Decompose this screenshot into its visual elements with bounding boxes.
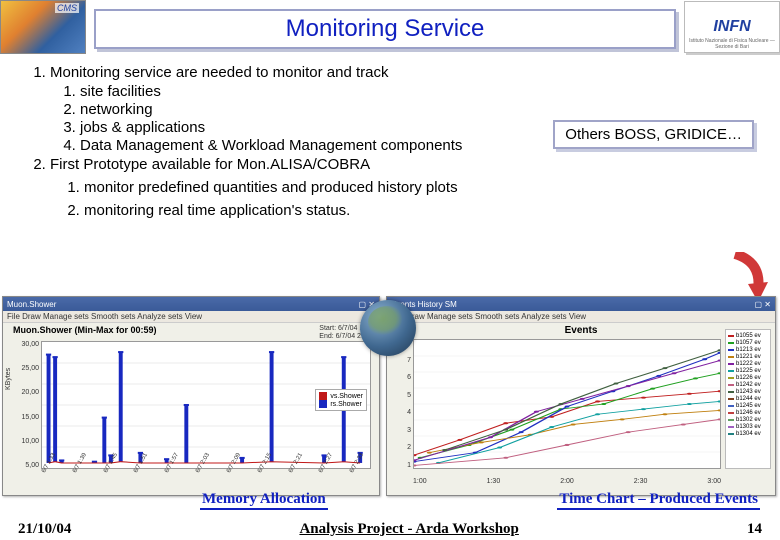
events-chart-window: Events History SM ▢ ✕ File Draw Manage s… <box>386 296 776 496</box>
callout-others: Others BOSS, GRIDICE… <box>553 120 754 149</box>
chart-right-plot <box>413 339 721 469</box>
bullet-1-text: Monitoring service are needed to monitor… <box>50 64 389 81</box>
chart-right-xticks: 1:001:302:002:303:00 <box>413 478 721 485</box>
window-menu[interactable]: File Draw Manage sets Smooth sets Analyz… <box>3 311 379 323</box>
chart-left-title: Muon.Shower (Min-Max for 00:59) <box>13 325 157 340</box>
caption-events: Time Chart – Produced Events <box>557 491 760 510</box>
bullet-1-2: networking <box>80 101 758 118</box>
window-menu[interactable]: File Draw Manage sets Smooth sets Analyz… <box>387 311 775 323</box>
slide-body: Monitoring service are needed to monitor… <box>0 54 780 219</box>
slide-header: Monitoring Service INFN Istituto Naziona… <box>0 0 780 54</box>
chart-left-xticks: 6/7 1:336/7 1:396/7 1:456/7 1:516/7 1:57… <box>41 471 371 491</box>
slide-title: Monitoring Service <box>94 9 676 49</box>
window-titlebar: Muon.Shower ▢ ✕ <box>3 297 379 311</box>
infn-logo-sub: Istituto Nazionale di Fisica Nucleare — … <box>689 38 775 50</box>
footer-date: 21/10/04 <box>18 521 71 538</box>
window-titlebar: Events History SM ▢ ✕ <box>387 297 775 311</box>
infn-logo-text: INFN <box>713 18 750 36</box>
chart-right-title: Events <box>387 323 775 336</box>
globe-icon <box>360 300 416 356</box>
chart-right-legend: b1055 evb1057 evb1213 evb1221 evb1222 ev… <box>725 329 771 469</box>
bullet-2-text: First Prototype available for Mon.ALISA/… <box>50 156 370 173</box>
bullet-1-1: site facilities <box>80 83 758 100</box>
infn-logo: INFN Istituto Nazionale di Fisica Nuclea… <box>684 1 780 53</box>
cms-logo <box>0 0 86 54</box>
memory-chart-window: Muon.Shower ▢ ✕ File Draw Manage sets Sm… <box>2 296 380 496</box>
chart-left-legend: vs.Showerrs.Shower <box>315 389 367 411</box>
slide-footer: 21/10/04 Analysis Project - Arda Worksho… <box>0 521 780 538</box>
window-title-text: Muon.Shower <box>7 300 56 309</box>
footer-center: Analysis Project - Arda Workshop <box>299 521 518 538</box>
chart-title-row: Muon.Shower (Min-Max for 00:59) Start: 6… <box>3 323 379 340</box>
caption-memory: Memory Allocation <box>200 491 328 510</box>
bullet-2-2: monitoring real time application's statu… <box>84 202 758 219</box>
footer-page: 14 <box>747 521 762 538</box>
window-controls-icon[interactable]: ▢ ✕ <box>755 300 771 309</box>
chart-left-yticks: 30,0025,0020,0015,0010,005,00 <box>9 341 39 469</box>
chart-right-yticks: 87654321 <box>389 339 411 469</box>
bullet-2-1: monitor predefined quantities and produc… <box>84 179 758 196</box>
bullet-2: First Prototype available for Mon.ALISA/… <box>50 156 758 219</box>
